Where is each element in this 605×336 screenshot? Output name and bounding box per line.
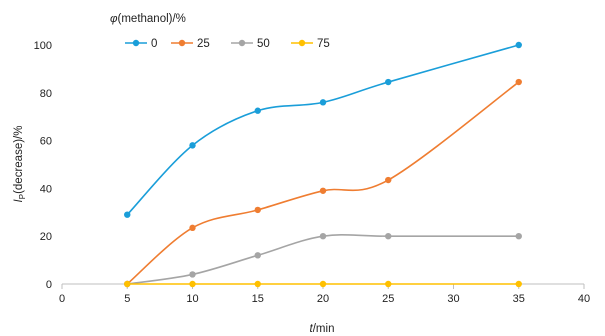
x-tick-label: 15	[252, 293, 264, 305]
x-tick-label: 0	[59, 293, 65, 305]
data-point	[515, 280, 522, 288]
x-axis-title-var: t	[310, 323, 314, 335]
data-point	[189, 142, 196, 149]
data-point	[124, 280, 131, 288]
data-point	[189, 280, 196, 288]
data-point	[319, 187, 327, 194]
y-tick-label: 80	[40, 88, 52, 100]
y-axis-title: IP(decrease)/%	[13, 126, 27, 203]
data-point	[189, 271, 196, 278]
data-point	[385, 176, 392, 184]
legend-swatch-marker	[132, 39, 140, 47]
legend-item-0: 0	[125, 38, 157, 50]
data-point	[385, 78, 392, 86]
x-tick-label: 35	[513, 293, 525, 305]
data-point	[254, 107, 261, 114]
legend-swatch-marker	[298, 39, 306, 47]
x-tick-label: 30	[447, 293, 459, 305]
x-axis-title: t/min	[310, 323, 335, 335]
series-75	[124, 280, 522, 288]
data-point	[254, 252, 261, 259]
series-group	[124, 41, 522, 288]
legend-swatch-marker	[178, 39, 186, 47]
series-line	[126, 81, 520, 285]
legend-label: 0	[151, 38, 157, 50]
legend-item-50: 50	[231, 38, 270, 50]
data-point	[385, 280, 392, 288]
data-point	[254, 280, 261, 288]
x-tick-label: 10	[186, 293, 198, 305]
data-point	[319, 99, 327, 106]
legend-swatch-marker	[238, 39, 246, 47]
data-point	[124, 211, 131, 218]
legend-title: φ(methanol)/%	[110, 13, 186, 25]
data-point	[319, 233, 327, 240]
legend-items: 0 25 50 75	[125, 38, 330, 50]
series-line	[127, 233, 519, 285]
y-tick-label: 60	[40, 136, 52, 148]
x-tick-label: 20	[317, 293, 329, 305]
y-axis-title-rest: (decrease)/%	[13, 126, 25, 194]
legend-title-text: (methanol)/%	[118, 13, 186, 25]
series-line	[126, 44, 519, 216]
y-axis-title-sub: P	[18, 194, 27, 199]
y-tick-label: 0	[46, 279, 52, 291]
y-tick-label: 100	[34, 40, 52, 52]
legend-item-75: 75	[291, 38, 330, 50]
x-tick-label: 25	[382, 293, 394, 305]
legend: φ(methanol)/% 0 25 50 75	[110, 13, 330, 50]
axes: 0 5 10 15 20 25 30 35 40 0 20 40 60 80 100	[34, 40, 590, 305]
data-point	[254, 206, 261, 214]
series-0	[124, 41, 522, 218]
y-axis-title-var: I	[13, 198, 25, 202]
legend-title-symbol: φ	[110, 13, 118, 25]
y-tick-label: 20	[40, 231, 52, 243]
data-point	[515, 78, 522, 86]
series-50	[124, 233, 522, 288]
y-tick-label: 40	[40, 183, 52, 195]
x-tick-label: 5	[124, 293, 130, 305]
data-point	[515, 233, 522, 240]
legend-item-25: 25	[171, 38, 210, 50]
series-25	[124, 78, 522, 288]
legend-label: 50	[257, 38, 270, 50]
x-tick-label: 40	[578, 293, 590, 305]
data-point	[385, 233, 392, 240]
x-axis-title-rest: /min	[313, 323, 335, 335]
data-point	[515, 41, 522, 49]
data-point	[319, 280, 327, 288]
legend-label: 75	[317, 38, 330, 50]
legend-label: 25	[197, 38, 210, 50]
data-point	[189, 224, 196, 232]
